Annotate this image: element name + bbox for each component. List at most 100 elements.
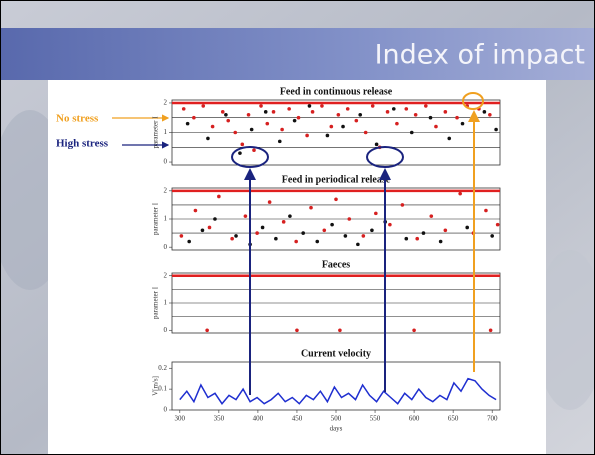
y-tick-label: 0 (164, 326, 168, 334)
point (255, 231, 259, 235)
point (259, 104, 263, 108)
y-tick-label: 0 (164, 158, 168, 166)
point (267, 200, 272, 204)
point (370, 104, 375, 108)
highlight (231, 146, 269, 168)
point (234, 234, 238, 238)
y-axis-label: parameter I (152, 286, 160, 319)
point (252, 148, 256, 153)
y-tick-label: 2 (164, 99, 168, 107)
point (434, 124, 438, 129)
point (280, 127, 284, 132)
point (260, 225, 265, 230)
point (179, 234, 184, 238)
point (409, 130, 414, 135)
title-band (0, 28, 595, 80)
point (370, 228, 374, 233)
point (206, 136, 210, 141)
point (391, 107, 396, 111)
point (307, 104, 312, 108)
point (490, 234, 494, 238)
y-axis-label: V[m/s] (152, 376, 160, 396)
point (281, 220, 286, 224)
x-tick-label: 400 (253, 415, 264, 423)
x-tick-label: 600 (409, 415, 420, 423)
point (187, 239, 191, 244)
point (338, 328, 342, 333)
y-axis-label: parameter I (152, 202, 160, 235)
point (322, 228, 327, 233)
x-tick-label: 650 (448, 415, 459, 423)
y-axis-label: parameter I (152, 116, 160, 149)
point (484, 208, 488, 213)
y-tick-label: 0.2 (158, 364, 167, 372)
point (193, 208, 198, 213)
point (415, 236, 420, 241)
point (292, 118, 297, 123)
point (201, 104, 206, 108)
y-tick-label: 0 (164, 406, 168, 414)
point (447, 136, 452, 141)
point (374, 142, 379, 147)
point (230, 236, 234, 241)
point (294, 239, 298, 244)
point (495, 222, 500, 227)
x-tick-label: 500 (331, 415, 342, 423)
point (238, 151, 242, 155)
point (336, 112, 341, 117)
point (494, 127, 498, 132)
point (460, 121, 465, 126)
x-tick-label: 550 (370, 415, 381, 423)
point (287, 107, 291, 111)
y-tick-label: 0.1 (158, 385, 167, 393)
x-tick-label: 450 (292, 415, 303, 423)
plot-area (171, 361, 501, 411)
point (205, 328, 209, 333)
point (388, 222, 392, 227)
point (301, 231, 306, 235)
point (277, 139, 282, 144)
point (213, 217, 217, 221)
panel-title: Feed in periodical release (282, 174, 391, 185)
point (207, 225, 212, 230)
point (361, 234, 366, 238)
point (465, 225, 470, 230)
point (458, 191, 462, 196)
point (421, 231, 426, 235)
point (443, 110, 448, 114)
point (343, 234, 348, 238)
annotation: No stress (56, 113, 99, 125)
figure: Feed in continuous release parameter I 0 1 2… (152, 86, 501, 433)
point (296, 115, 301, 120)
point (240, 142, 245, 147)
point (385, 110, 390, 114)
point (404, 236, 409, 241)
annotation: High stress (56, 138, 109, 150)
point (488, 328, 493, 333)
point (347, 217, 352, 221)
point (309, 205, 313, 210)
point (200, 228, 205, 233)
point (330, 222, 334, 227)
slide-title: Index of impact (375, 40, 585, 71)
point (482, 110, 487, 114)
point (246, 112, 251, 117)
y-tick-label: 2 (164, 186, 168, 194)
point (341, 124, 345, 129)
texture (535, 250, 595, 410)
point (320, 104, 324, 108)
point (288, 214, 292, 218)
line (179, 377, 497, 405)
point (413, 112, 418, 117)
point (334, 197, 338, 202)
y-tick-label: 1 (164, 215, 168, 223)
point (363, 130, 368, 135)
point (455, 115, 459, 120)
x-tick-label: 350 (214, 415, 225, 423)
point (315, 239, 320, 244)
point (226, 118, 231, 123)
point (192, 115, 196, 120)
y-tick-label: 0 (164, 243, 168, 251)
point (243, 214, 248, 218)
point (249, 127, 254, 132)
